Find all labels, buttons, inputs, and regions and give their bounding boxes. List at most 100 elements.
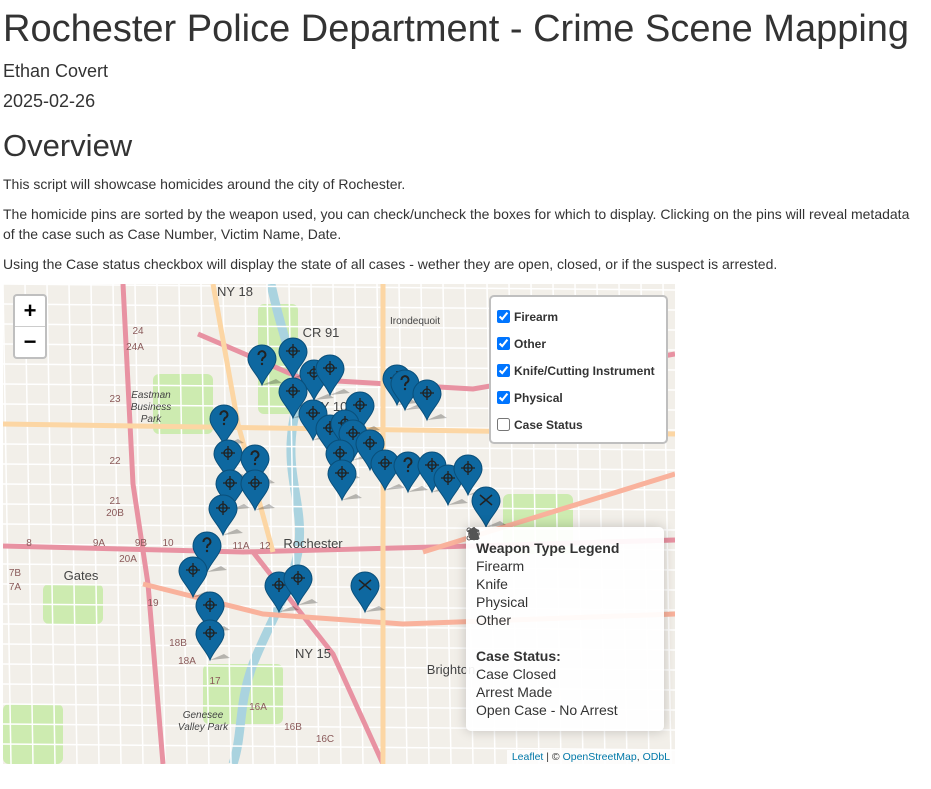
map-pin[interactable] — [315, 354, 350, 397]
pin-shadow — [486, 521, 506, 527]
street — [3, 743, 675, 751]
pin-icon — [260, 362, 264, 366]
pin-icon — [202, 537, 212, 549]
pin-icon — [406, 469, 410, 473]
pin-icon — [335, 466, 349, 480]
pin-icon — [333, 446, 347, 460]
map-label: 8 — [26, 538, 32, 549]
date: 2025-02-26 — [3, 91, 96, 111]
legend-label: Arrest Made — [476, 684, 553, 700]
zoom-out[interactable]: − — [15, 326, 45, 357]
layer-checkbox[interactable] — [497, 364, 510, 377]
pin-icon — [253, 462, 257, 466]
map-label: 18A — [178, 656, 196, 667]
map-pin[interactable] — [208, 494, 243, 537]
title: Rochester Police Department - Crime Scen… — [3, 8, 910, 50]
layer-option[interactable]: Other — [497, 330, 662, 357]
pin-icon — [420, 386, 434, 400]
pin-shadow — [210, 654, 230, 660]
pin-icon — [257, 350, 267, 362]
pin-body — [240, 469, 270, 512]
legend-item: Physical — [468, 528, 654, 611]
pin-shadow — [298, 599, 318, 605]
pin-body — [178, 556, 208, 599]
zoom-control: + − — [13, 294, 47, 359]
legend-item: Other — [470, 528, 654, 629]
map-pin[interactable] — [327, 459, 362, 502]
map-pin[interactable] — [433, 464, 468, 507]
pin-body — [327, 459, 357, 502]
layer-checkbox[interactable] — [497, 418, 510, 431]
street — [244, 284, 254, 764]
section-heading: Overview — [3, 128, 133, 163]
street — [156, 284, 166, 764]
layer-option[interactable]: Case Status — [497, 411, 662, 438]
pin-icon — [461, 461, 475, 475]
map-pin[interactable] — [412, 379, 447, 422]
layer-label: Case Status — [514, 417, 583, 432]
layer-label: Knife/Cutting Instrument — [514, 363, 655, 378]
map-pin[interactable] — [350, 571, 385, 614]
legend-label: Knife — [476, 576, 508, 592]
layer-checkbox[interactable] — [497, 391, 510, 404]
layer-checkbox[interactable] — [497, 337, 510, 350]
paragraph: The homicide pins are sorted by the weap… — [3, 206, 910, 242]
pin-body — [471, 486, 501, 529]
map-pin[interactable] — [393, 451, 428, 494]
map-label: Gates — [64, 568, 99, 583]
map-label: 23 — [109, 394, 121, 405]
layer-option[interactable]: Physical — [497, 384, 662, 411]
leaflet-link[interactable]: Leaflet — [511, 751, 544, 763]
map-label: Eastman — [131, 390, 171, 401]
pin-icon — [363, 436, 377, 450]
map-pin[interactable] — [195, 591, 230, 634]
legend-label: Physical — [476, 594, 529, 610]
legend-label: Other — [476, 612, 512, 628]
map-label: 16C — [316, 734, 334, 745]
pin-icon — [403, 387, 407, 391]
street — [112, 284, 122, 764]
zoom-in[interactable]: + — [23, 298, 37, 323]
map-label: 24 — [132, 326, 144, 337]
attribution: Leaflet | © OpenStreetMap, ODbL — [506, 750, 675, 764]
osm-link[interactable]: OpenStreetMap — [562, 751, 637, 763]
layer-checkbox[interactable] — [497, 310, 510, 323]
map-pin[interactable] — [195, 619, 230, 662]
pin-body — [208, 494, 238, 537]
map-label: 21 — [109, 496, 121, 507]
layer-option[interactable]: Firearm — [497, 303, 662, 330]
layer-label: Firearm — [514, 309, 559, 324]
street — [3, 284, 675, 291]
pin-body — [412, 379, 442, 422]
map-pin[interactable] — [215, 469, 250, 512]
pin-icon — [291, 571, 305, 585]
layer-label: Physical — [514, 390, 563, 405]
legend-label: Firearm — [476, 558, 525, 574]
map-pin[interactable] — [247, 344, 282, 387]
pin-icon — [221, 446, 235, 460]
pin-icon — [216, 501, 230, 515]
map-label: Genesee — [183, 710, 224, 721]
street — [420, 284, 430, 764]
layer-label: Other — [514, 336, 547, 351]
pin-shadow — [262, 379, 282, 385]
pin-shadow — [385, 484, 405, 490]
odbl-link[interactable]: ODbL — [642, 751, 670, 763]
legend-label: Open Case - No Arrest — [476, 702, 618, 718]
pin-icon — [222, 422, 226, 426]
map-tiles: NY 18 CR 91 Irondequoit EastmanBusinessPark… — [3, 284, 675, 764]
map-label: 19 — [147, 598, 159, 609]
pin-icon — [203, 626, 217, 640]
map-pin[interactable] — [283, 564, 318, 607]
map-label: CR 91 — [303, 325, 340, 340]
map-label: NY 18 — [217, 284, 253, 299]
pin-icon — [306, 406, 320, 420]
map-pin[interactable] — [471, 486, 506, 529]
layer-control: Firearm Other Knife/Cutting Instrument Phys… — [489, 295, 668, 444]
layer-option[interactable]: Knife/Cutting Instrument — [497, 357, 662, 384]
map[interactable]: NY 18 CR 91 Irondequoit Eastman Business Park… — [3, 284, 675, 764]
map-pin[interactable] — [192, 531, 227, 574]
legend: Weapon Type Legend Firearm Knife Physical Ot… — [466, 527, 664, 731]
map-pin[interactable] — [240, 469, 275, 512]
